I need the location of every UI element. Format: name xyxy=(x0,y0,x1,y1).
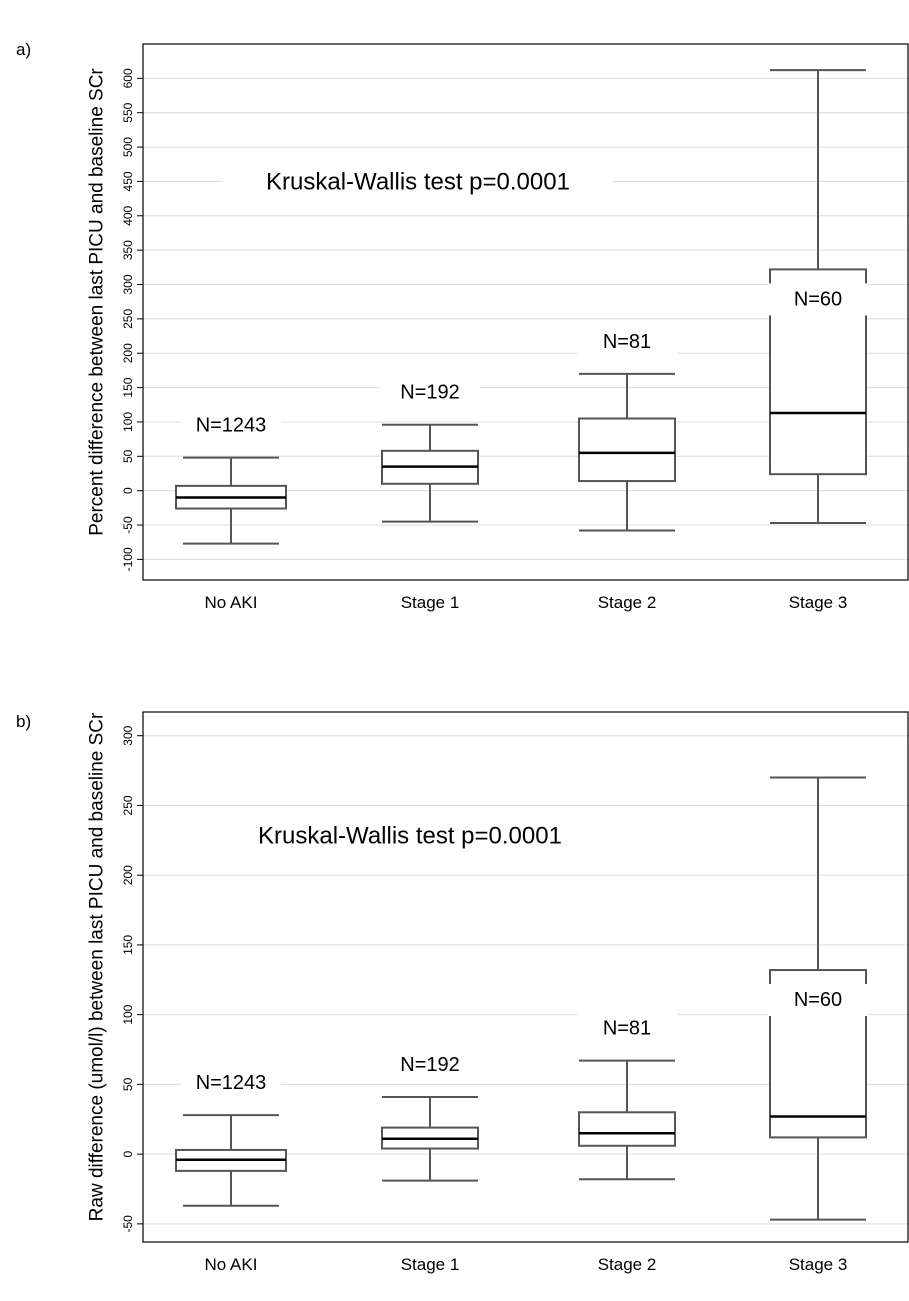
count-backdrop xyxy=(380,376,480,409)
y-tick-label: 0 xyxy=(121,487,135,494)
x-category-label: Stage 3 xyxy=(789,593,848,612)
y-tick-label: 150 xyxy=(121,935,135,955)
iqr-box xyxy=(578,417,676,483)
y-tick-label: 600 xyxy=(121,68,135,88)
y-tick-label: 300 xyxy=(121,274,135,294)
plot-frame xyxy=(142,43,909,581)
count-backdrop xyxy=(768,283,868,316)
y-tick-label: 200 xyxy=(121,865,135,885)
box-stage-3: N=60 xyxy=(768,776,868,1221)
x-category-label: No AKI xyxy=(205,1255,258,1274)
box-stage-2: N=81 xyxy=(577,325,677,532)
count-label: N=60 xyxy=(794,989,842,1011)
y-tick-label: 550 xyxy=(121,102,135,122)
x-category-label: Stage 2 xyxy=(598,1255,657,1274)
y-tick-label: 500 xyxy=(121,137,135,157)
count-label: N=1243 xyxy=(196,415,267,437)
count-label: N=81 xyxy=(603,1018,651,1040)
box-stage-3: N=60 xyxy=(768,69,868,524)
count-backdrop xyxy=(577,325,677,358)
y-tick-label: 100 xyxy=(121,412,135,432)
x-category-label: Stage 1 xyxy=(401,1255,460,1274)
chart-panel-b: b) -50 0 50 100 150 200 250 300 Raw difference (… xyxy=(0,650,909,1301)
x-category-label: Stage 1 xyxy=(401,593,460,612)
plot-frame xyxy=(142,711,909,1243)
iqr-box xyxy=(578,1111,676,1147)
box-no-aki: N=1243 xyxy=(175,1067,287,1207)
test-annotation: Kruskal-Wallis test p=0.0001 xyxy=(258,823,562,850)
y-tick-label: 250 xyxy=(121,795,135,815)
box-stage-1: N=192 xyxy=(380,376,480,523)
y-tick-label: 400 xyxy=(121,205,135,225)
y-tick-label: 100 xyxy=(121,1004,135,1024)
panel-label: b) xyxy=(16,712,32,731)
y-tick-label: 350 xyxy=(121,240,135,260)
box-plot-a: -100 -50 0 50 100 150 200 250 300 350 400 450 500 550… xyxy=(87,43,909,612)
y-tick-label: 200 xyxy=(121,343,135,363)
y-tick-label: -50 xyxy=(121,1215,135,1233)
box-stage-1: N=192 xyxy=(380,1048,480,1182)
count-label: N=192 xyxy=(400,1054,460,1076)
y-tick-label: -100 xyxy=(121,547,135,571)
test-annotation: Kruskal-Wallis test p=0.0001 xyxy=(266,169,570,196)
count-label: N=192 xyxy=(400,382,460,404)
x-category-label: No AKI xyxy=(205,593,258,612)
y-tick-label: 300 xyxy=(121,725,135,745)
count-backdrop xyxy=(577,1012,677,1045)
count-label: N=1243 xyxy=(196,1072,267,1094)
annotation-backdrop xyxy=(215,819,605,853)
y-tick-label: 50 xyxy=(121,1077,135,1091)
box-stage-2: N=81 xyxy=(577,1012,677,1181)
count-backdrop xyxy=(181,1067,281,1100)
y-axis-label: Raw difference (umol/l) between last PIC… xyxy=(87,712,108,1221)
y-tick-label: 450 xyxy=(121,171,135,191)
y-tick-label: 250 xyxy=(121,309,135,329)
y-tick-label: 150 xyxy=(121,377,135,397)
y-tick-label: 50 xyxy=(121,449,135,463)
y-axis-label: Percent difference between last PICU and… xyxy=(87,68,108,536)
box-plot-b: -50 0 50 100 150 200 250 300 Raw difference (umo… xyxy=(87,711,909,1274)
count-backdrop xyxy=(768,984,868,1017)
y-tick-label: -50 xyxy=(121,516,135,534)
y-tick-label: 0 xyxy=(121,1150,135,1157)
chart-panel-a: a) -100 -50 0 50 100 150 200 250 300 350 400 450 500… xyxy=(0,0,909,640)
count-backdrop xyxy=(380,1048,480,1081)
box-no-aki: N=1243 xyxy=(175,409,287,545)
count-backdrop xyxy=(181,409,281,442)
x-category-label: Stage 2 xyxy=(598,593,657,612)
panel-label: a) xyxy=(16,40,32,59)
count-label: N=81 xyxy=(603,331,651,353)
annotation-backdrop xyxy=(223,165,613,199)
x-category-label: Stage 3 xyxy=(789,1255,848,1274)
count-label: N=60 xyxy=(794,288,842,310)
